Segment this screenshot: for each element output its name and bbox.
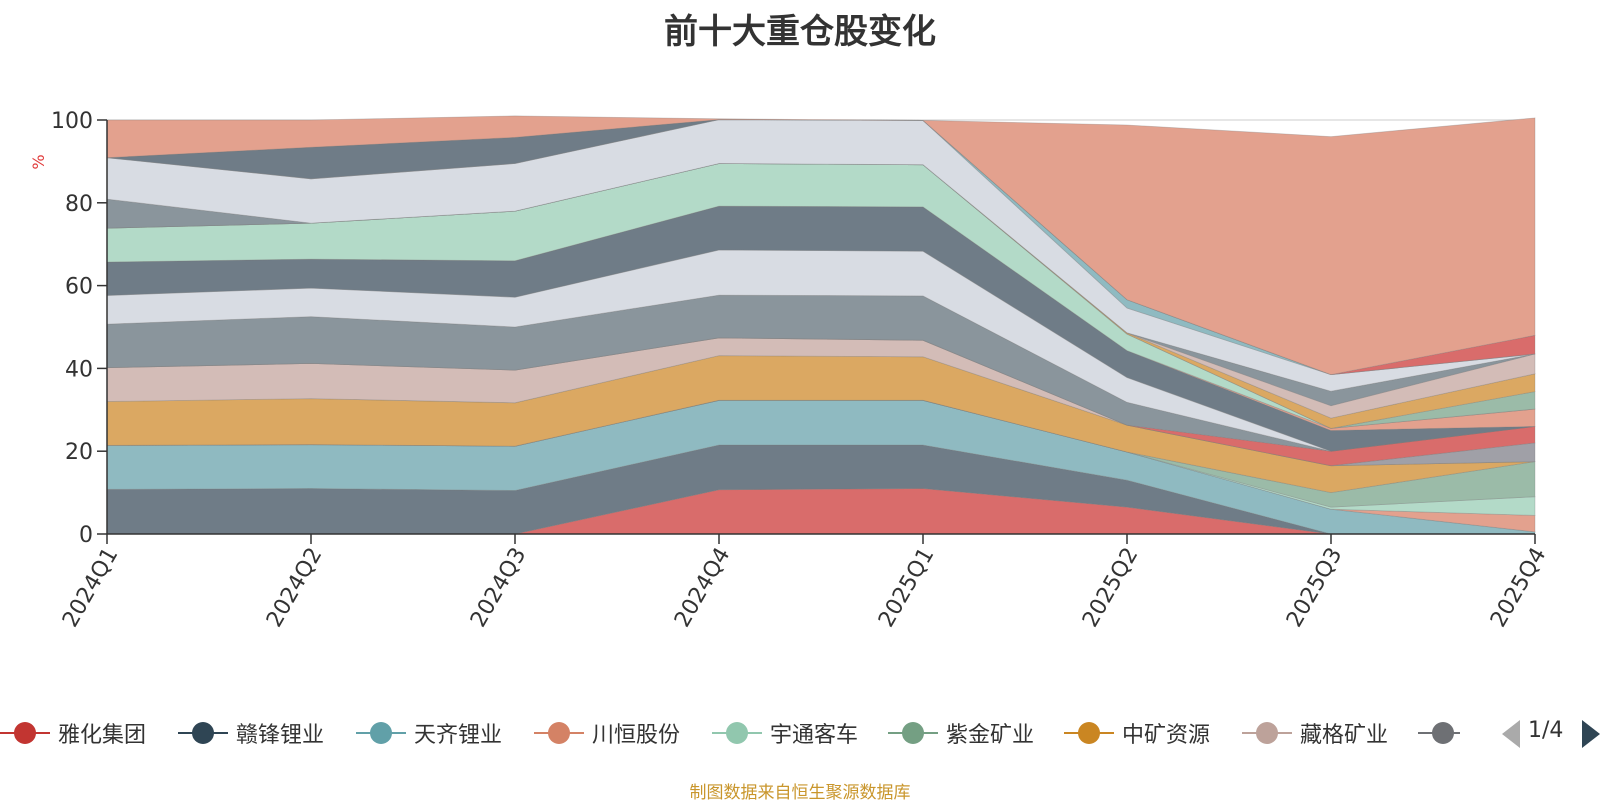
y-tick-label: 100: [51, 109, 93, 134]
area-series-9[interactable]: [106, 337, 1536, 467]
legend-marker-icon: [888, 720, 938, 746]
legend-label: 藏格矿业: [1300, 723, 1389, 748]
legend-item[interactable]: 赣锋锂业: [178, 716, 324, 750]
legend-item[interactable]: 天齐锂业: [356, 716, 502, 750]
legend: 雅化集团 赣锋锂业 天齐锂业 川恒股份 宇通客车 紫金矿业 中矿资源 藏格矿业: [0, 716, 1460, 752]
legend-next-page-icon[interactable]: [1582, 720, 1600, 748]
x-tick-label: 2024Q1: [58, 544, 123, 632]
area-series-6[interactable]: [106, 355, 1536, 494]
y-axis-unit-label: %: [29, 154, 48, 169]
area-series-8[interactable]: [106, 337, 1536, 467]
legend-item[interactable]: 雅化集团: [0, 716, 146, 750]
legend-label: 川恒股份: [592, 723, 681, 748]
legend-marker-icon: [356, 720, 406, 746]
legend-marker-icon: [1064, 720, 1114, 746]
area-series-22[interactable]: [106, 119, 1536, 376]
y-tick-label: 0: [79, 523, 93, 548]
area-series-layer: [106, 115, 1536, 535]
y-tick-label: 60: [65, 275, 93, 300]
y-tick-label: 20: [65, 440, 93, 465]
legend-pager: 1/4: [1500, 718, 1600, 752]
x-tick-label: 2025Q3: [1282, 544, 1347, 632]
legend-item[interactable]: 川恒股份: [534, 716, 680, 750]
x-tick-label: 2025Q1: [874, 544, 939, 632]
x-tick-label: 2024Q4: [670, 544, 735, 632]
legend-marker-icon: [1242, 720, 1292, 746]
area-series-23[interactable]: [106, 115, 1536, 376]
legend-marker-icon: [0, 720, 50, 746]
y-tick-label: 80: [65, 192, 93, 217]
legend-label: 赣锋锂业: [236, 723, 325, 748]
legend-marker-icon: [712, 720, 762, 746]
chart-title: 前十大重仓股变化: [664, 12, 936, 52]
y-tick-label: 40: [65, 357, 93, 382]
legend-label: 雅化集团: [58, 723, 147, 748]
legend-page-indicator: 1/4: [1528, 718, 1564, 743]
legend-marker-icon: [178, 720, 228, 746]
legend-label: 天齐锂业: [414, 723, 503, 748]
legend-label: 宇通客车: [770, 723, 859, 748]
legend-item[interactable]: [1418, 716, 1460, 750]
x-tick-label: 2025Q4: [1486, 544, 1551, 632]
stacked-area-chart: 0 20 40 60 80 100 2024Q1 2024Q2 2024Q3 2024Q4 2025…: [29, 109, 1551, 632]
legend-label: 紫金矿业: [946, 723, 1035, 748]
legend-prev-page-icon[interactable]: [1502, 720, 1520, 748]
legend-marker-icon: [534, 720, 584, 746]
area-series-19[interactable]: [106, 119, 1536, 392]
x-tick-label: 2024Q2: [262, 544, 327, 632]
x-tick-label: 2025Q2: [1078, 544, 1143, 632]
legend-label: 中矿资源: [1122, 723, 1211, 748]
legend-item[interactable]: 中矿资源: [1064, 716, 1210, 750]
source-note: 制图数据来自恒生聚源数据库: [689, 783, 911, 803]
legend-item[interactable]: 紫金矿业: [888, 716, 1034, 750]
legend-marker-icon: [1418, 720, 1460, 746]
legend-item[interactable]: 藏格矿业: [1242, 716, 1388, 750]
legend-item[interactable]: 宇通客车: [712, 716, 858, 750]
x-tick-label: 2024Q3: [466, 544, 531, 632]
